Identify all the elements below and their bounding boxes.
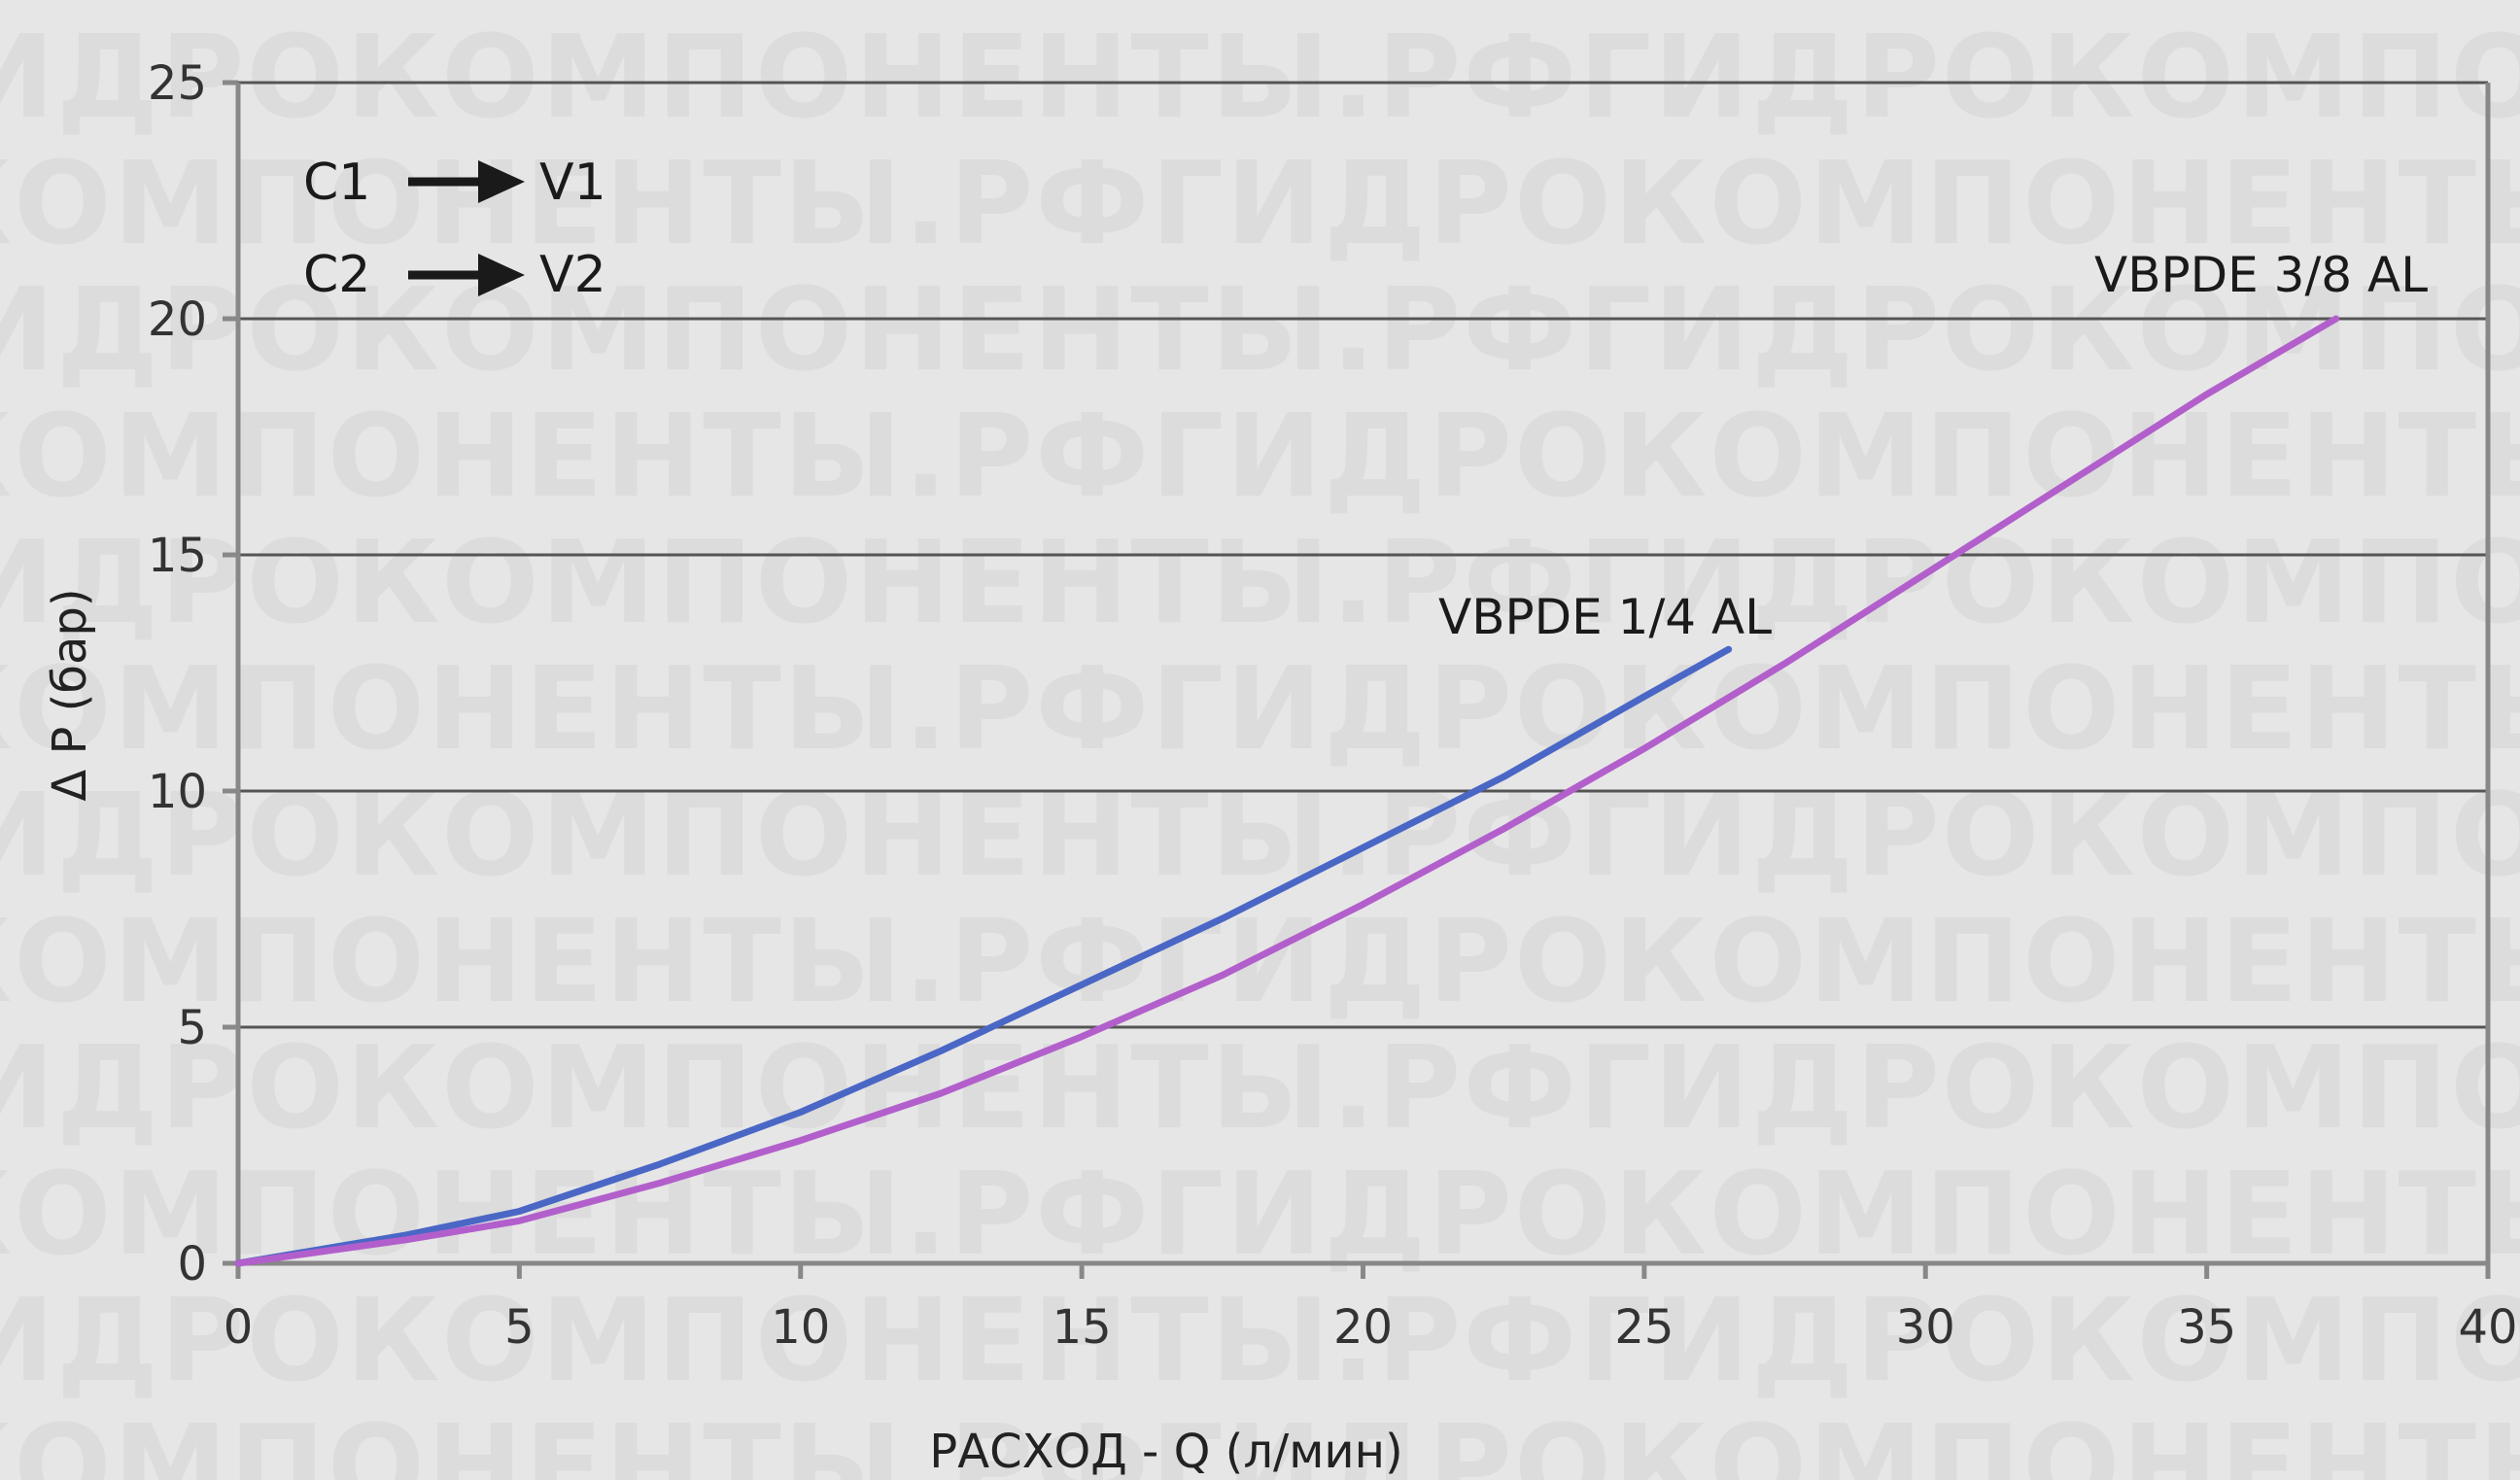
x-tick-label: 0	[224, 1300, 254, 1355]
x-tick-label: 40	[2458, 1300, 2517, 1355]
data-series	[234, 315, 2340, 1267]
x-axis-title: РАСХОД - Q (л/мин)	[929, 1425, 1402, 1479]
y-tick-label: 5	[177, 1001, 207, 1055]
watermark-row: ГИДРОКОМПОНЕНТЫ.РФГИДРОКОМПОНЕНТЫ.РФГИДР…	[0, 136, 2520, 270]
watermark-row: ГИДРОКОМПОНЕНТЫ.РФГИДРОКОМПОНЕНТЫ.РФГИДР…	[0, 641, 2520, 775]
y-tick-label: 10	[148, 765, 207, 819]
x-tick-label: 10	[771, 1300, 830, 1355]
flow-legend: C1 V1 C2 V2	[303, 154, 606, 304]
x-tick-label: 5	[504, 1300, 535, 1355]
arrow-right-icon	[408, 254, 525, 296]
y-tick-label: 0	[177, 1237, 207, 1291]
x-tick-labels: 0 5 10 15 20 25 30 35 40	[224, 1263, 2518, 1355]
watermark-row: ГИДРОКОМПОНЕНТЫ.РФГИДРОКОМПОНЕНТЫ.РФГИДР…	[0, 1273, 2520, 1407]
legend-row-2-from: C2	[303, 246, 370, 304]
y-tick-label: 15	[148, 529, 207, 583]
grid-lines	[238, 81, 2488, 1029]
watermark-row: ГИДРОКОМПОНЕНТЫ.РФГИДРОКОМПОНЕНТЫ.РФГИДР…	[0, 262, 2520, 396]
watermark-row: ГИДРОКОМПОНЕНТЫ.РФГИДРОКОМПОНЕНТЫ.РФГИДР…	[0, 10, 2520, 144]
series-line-vbpde-3-8-al	[234, 315, 2340, 1267]
watermark-row: ГИДРОКОМПОНЕНТЫ.РФГИДРОКОМПОНЕНТЫ.РФГИДР…	[0, 1147, 2520, 1281]
watermark-row: ГИДРОКОМПОНЕНТЫ.РФГИДРОКОМПОНЕНТЫ.РФГИДР…	[0, 1020, 2520, 1154]
y-tick-labels: 0 5 10 15 20 25	[148, 56, 238, 1291]
legend-row-1-to: V1	[539, 154, 606, 212]
watermark-row: ГИДРОКОМПОНЕНТЫ.РФГИДРОКОМПОНЕНТЫ.РФГИДР…	[0, 768, 2520, 902]
series-label-vbpde-1-4-al: VBPDE 1/4 AL	[1438, 589, 1772, 645]
arrow-right-icon	[408, 160, 525, 203]
legend-row-2-to: V2	[539, 246, 606, 304]
x-tick-label: 15	[1053, 1300, 1112, 1355]
x-tick-label: 35	[2177, 1300, 2236, 1355]
series-line-vbpde-1-4-al	[234, 645, 1733, 1267]
watermark: ГИДРОКОМПОНЕНТЫ.РФГИДРОКОМПОНЕНТЫ.РФГИДР…	[0, 10, 2520, 1480]
watermark-row: ГИДРОКОМПОНЕНТЫ.РФГИДРОКОМПОНЕНТЫ.РФГИДР…	[0, 1399, 2520, 1480]
watermark-row: ГИДРОКОМПОНЕНТЫ.РФГИДРОКОМПОНЕНТЫ.РФГИДР…	[0, 389, 2520, 523]
y-axis-title: Δ P (бар)	[43, 588, 97, 801]
legend-row-1-from: C1	[303, 154, 370, 212]
x-tick-label: 25	[1614, 1300, 1674, 1355]
x-tick-label: 20	[1333, 1300, 1393, 1355]
watermark-row: ГИДРОКОМПОНЕНТЫ.РФГИДРОКОМПОНЕНТЫ.РФГИДР…	[0, 515, 2520, 649]
y-tick-label: 20	[148, 293, 207, 347]
series-label-vbpde-3-8-al: VBPDE 3/8 AL	[2094, 247, 2428, 303]
watermark-row: ГИДРОКОМПОНЕНТЫ.РФГИДРОКОМПОНЕНТЫ.РФГИДР…	[0, 894, 2520, 1028]
y-tick-label: 25	[148, 56, 207, 111]
x-tick-label: 30	[1896, 1300, 1955, 1355]
